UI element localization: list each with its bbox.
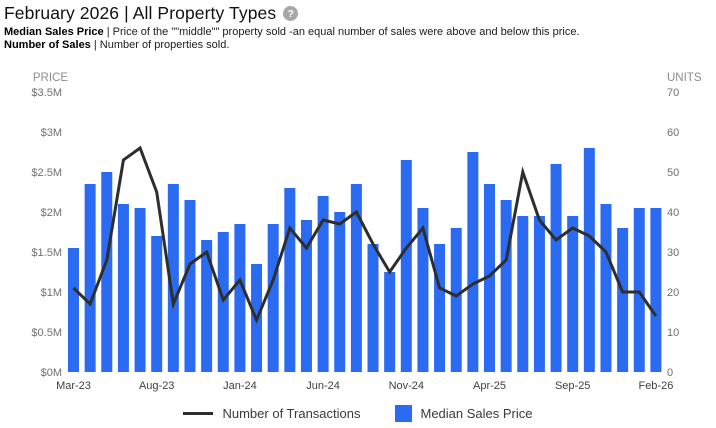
price-axis-tick: $3.5M (31, 87, 62, 99)
price-axis-tick: $2M (41, 207, 62, 219)
median-price-bar-May-24[interactable] (300, 220, 312, 372)
units-axis-tick: 0 (667, 367, 673, 379)
median-price-bar-Aug-24[interactable] (350, 184, 362, 372)
median-price-bar-Apr-23[interactable] (84, 184, 96, 372)
median-price-swatch-icon (394, 404, 412, 422)
title-row: February 2026 | All Property Types ? (4, 3, 299, 24)
median-price-bar-Aug-23[interactable] (151, 236, 163, 372)
price-axis-title: PRICE (33, 72, 68, 84)
median-price-bar-Sep-23[interactable] (167, 184, 179, 372)
price-axis-tick: $0M (41, 367, 62, 379)
median-price-bar-Jan-26[interactable] (633, 208, 645, 372)
units-axis-tick: 10 (667, 327, 679, 339)
median-price-bar-Dec-24[interactable] (417, 208, 429, 372)
legend-item-transactions: Number of Transactions (183, 405, 361, 421)
units-axis-tick: 50 (667, 167, 679, 179)
median-price-bar-Sep-24[interactable] (367, 244, 379, 372)
transactions-line[interactable] (72, 145, 658, 324)
median-price-bar-Oct-23[interactable] (184, 200, 196, 372)
legend-label: Number of Transactions (222, 405, 361, 421)
x-axis-label-Jun-24: Jun-24 (306, 380, 340, 392)
median-price-bar-Nov-25[interactable] (600, 204, 612, 372)
median-price-bar-Jan-24[interactable] (234, 224, 246, 372)
definition-term: Median Sales Price (4, 26, 104, 38)
definition-text: | Price of the ""middle"" property sold … (106, 26, 580, 38)
median-price-bar-Oct-24[interactable] (384, 272, 396, 372)
median-price-bar-Mar-25[interactable] (467, 152, 479, 372)
median-price-bar-Nov-23[interactable] (201, 240, 213, 372)
definition-term: Number of Sales (4, 39, 91, 51)
units-axis-tick: 40 (667, 207, 679, 219)
median-price-bar-Apr-24[interactable] (284, 188, 296, 372)
number-of-sales-definition: Number of Sales | Number of properties s… (4, 39, 580, 52)
price-axis-tick: $2.5M (31, 167, 62, 179)
x-axis-label-Apr-25: Apr-25 (473, 380, 506, 392)
transactions-line-swatch-icon (183, 411, 214, 415)
median-price-bar-Jan-25[interactable] (434, 244, 446, 372)
units-axis-tick: 70 (667, 87, 679, 99)
median-price-bar-Jul-24[interactable] (334, 212, 346, 372)
median-price-bar-Apr-25[interactable] (484, 184, 495, 372)
median-price-bar-Oct-25[interactable] (583, 148, 595, 372)
x-axis-label-Sep-25: Sep-25 (555, 380, 590, 392)
median-price-bar-Mar-24[interactable] (267, 224, 279, 372)
metric-definitions: Median Sales Price | Price of the ""midd… (4, 26, 580, 52)
legend-label: Median Sales Price (420, 405, 533, 421)
units-axis-tick: 60 (667, 127, 679, 139)
price-axis-tick: $3M (41, 127, 62, 139)
x-axis-label-Feb-26: Feb-26 (638, 380, 673, 392)
x-axis-label-Jan-24: Jan-24 (223, 380, 257, 392)
median-price-bar-May-23[interactable] (101, 172, 113, 372)
price-axis-tick: $1M (41, 287, 62, 299)
price-axis-tick: $0.5M (31, 327, 62, 339)
definition-text: | Number of properties sold. (93, 39, 230, 51)
legend-item-median-price: Median Sales Price (394, 404, 533, 422)
help-icon[interactable]: ? (283, 6, 299, 21)
units-axis-tick: 30 (667, 247, 679, 259)
median-price-bar-Feb-25[interactable] (450, 228, 462, 372)
median-price-bar-Dec-25[interactable] (617, 228, 629, 372)
x-axis-label-Mar-23: Mar-23 (56, 380, 91, 392)
page-title: February 2026 | All Property Types (4, 3, 277, 23)
median-price-bar-Aug-25[interactable] (550, 164, 562, 372)
median-price-bar-Jun-24[interactable] (317, 196, 329, 372)
median-price-bar-Mar-23[interactable] (68, 248, 79, 372)
price-axis-tick: $1.5M (31, 247, 62, 259)
median-price-bar-Feb-26[interactable] (650, 208, 662, 372)
median-price-bar-Jun-25[interactable] (517, 216, 529, 372)
units-axis-tick: 20 (667, 287, 679, 299)
median-sales-price-definition: Median Sales Price | Price of the ""midd… (4, 26, 580, 39)
median-price-bar-Jul-25[interactable] (533, 216, 545, 372)
median-price-bar-Jul-23[interactable] (134, 208, 146, 372)
chart-legend: Number of Transactions Median Sales Pric… (0, 401, 716, 425)
median-price-bar-Nov-24[interactable] (400, 160, 412, 372)
median-price-bar-Sep-25[interactable] (567, 216, 579, 372)
x-axis-label-Aug-23: Aug-23 (139, 380, 174, 392)
x-axis-label-Nov-24: Nov-24 (389, 380, 424, 392)
median-price-bar-Jun-23[interactable] (117, 204, 129, 372)
median-price-bar-May-25[interactable] (500, 200, 512, 372)
units-axis-title: UNITS (667, 72, 702, 84)
